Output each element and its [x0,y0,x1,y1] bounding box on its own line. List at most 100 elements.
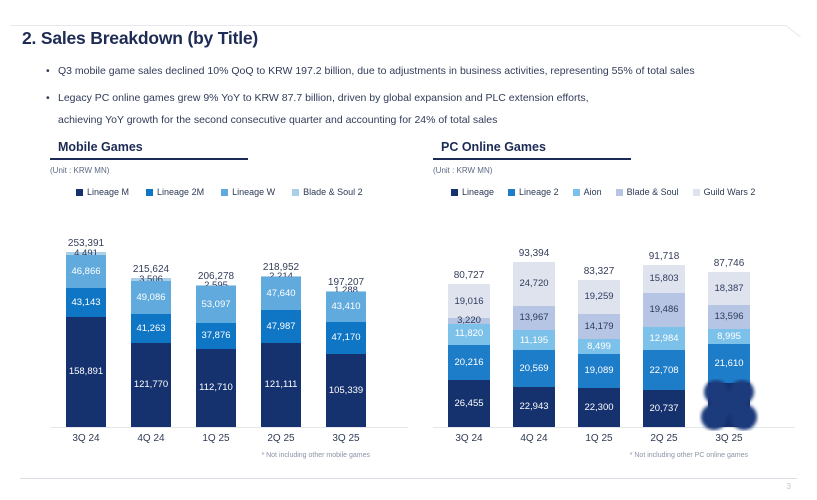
bar-segment-lineage-2: 21,610 [708,344,750,383]
bullet-item-1: Q3 mobile game sales declined 10% QoQ to… [46,60,791,83]
mobile-games-chart-section: Mobile Games (Unit : KRW MN) Lineage M Li… [50,140,422,459]
bar-segment-value: 12,984 [649,333,679,345]
bar-segment-value: 43,143 [71,296,101,308]
bar-segment-lineage-2m: 47,987 [261,310,301,344]
bar-segment-blade-soul: 13,596 [708,304,750,329]
bar-segment-aion: 12,984 [643,327,685,351]
mobile-unit-label: (Unit : KRW MN) [50,166,110,175]
bar-segment-blade-soul: 3,220 [448,315,490,327]
bar-segment-guild-wars-2: 19,016 [448,284,490,319]
bar-segment-lineage-2m: 43,143 [66,287,106,318]
bar-segment-value: 1,288 [334,286,358,296]
mobile-chart-title: Mobile Games [50,140,248,160]
bar-segment-lineage: 22,943 [513,386,555,427]
bar-segment-value: 41,263 [136,322,166,334]
bar-column-2q25: 91,718 15,803 19,486 12,984 22,708 20,737 2Q 2… [643,205,685,444]
legend-swatch [76,188,83,196]
x-axis-label: 1Q 25 [202,433,230,444]
bar-segment-blade-soul: 14,179 [578,313,620,339]
bar-segment-value: 18,387 [714,282,744,294]
bullet-line: Legacy PC online games grew 9% YoY to KR… [58,91,589,104]
bar-column-3q24: 80,727 19,016 3,220 11,820 20,216 26,455 3Q 24 [448,205,490,444]
bar-segment-value: 15,803 [649,273,679,285]
bar-segment-value: 121,770 [133,379,169,391]
page-title: 2. Sales Breakdown (by Title) [22,28,259,48]
bar-segment-lineage [701,380,757,430]
bar-total-label: 93,394 [518,248,550,260]
header-rule-diagonal [785,25,801,38]
mobile-footnote: * Not including other mobile games [261,452,370,459]
mobile-chart-area: 253,391 4,491 46,866 43,143 158,891 3Q 24 215,… [50,205,408,444]
bar-segment-lineage-m: 112,710 [196,349,236,427]
x-axis-label: 4Q 24 [137,433,165,444]
bar-segment-value: 22,708 [649,364,679,376]
bar-segment-value: 47,987 [266,321,296,333]
legend-label: Lineage 2 [519,187,559,197]
bar-total-label: 83,327 [583,265,615,277]
bar-segment-blade-soul-2: 1,288 [326,286,366,295]
bar-segment-value: 20,737 [649,402,679,414]
bar-column-3q25: 197,2071,288 43,410 47,170 105,339 3Q 25 [326,205,366,444]
bar-segment-value: 53,097 [201,298,231,310]
bar-segment-value: 2,214 [269,270,293,282]
bar-segment-value: 24,720 [519,278,549,290]
bar-total-label: 218,952 [262,261,300,273]
legend-item-aion: Aion [572,187,602,197]
bar-segment-value: 22,300 [584,401,614,413]
bar-total-label: 91,718 [648,251,680,263]
bar-segment-guild-wars-2: 15,803 [643,265,685,294]
bar-segment-value: 21,610 [714,357,744,369]
bar-segment-value: 11,195 [519,334,549,346]
bar-segment-value: 37,876 [201,330,231,342]
bar-segment-aion: 8,499 [578,338,620,354]
bar-segment-value: 8,499 [587,340,611,352]
bar-column-4q24: 215,624 3,506 49,086 41,263 121,770 4Q 24 [131,205,171,444]
bar-total-label: 206,278 [197,270,235,282]
bar-segment-value: 11,820 [454,328,484,340]
legend-item-lineage-m: Lineage M [76,187,129,197]
bar-segment-value: 47,640 [266,288,296,300]
legend-label: Lineage W [232,187,276,197]
bar-segment-value: 3,220 [457,315,481,327]
legend-label: Aion [583,187,602,197]
bar-segment-blade-soul-2: 3,506 [131,275,171,284]
bar-segment-value: 47,170 [331,332,361,344]
pc-footnote: * Not including other PC online games [629,452,748,459]
bar-column-1q25: 83,327 19,259 14,179 8,499 19,089 22,300 1Q 25 [578,205,620,444]
bar-segment-blade-soul-2: 2,595 [196,281,236,290]
x-axis-label: 2Q 25 [267,433,295,444]
x-axis-label: 1Q 25 [585,433,613,444]
bar-segment-aion: 8,995 [708,328,750,345]
pc-chart-title: PC Online Games [433,140,631,160]
bar-segment-lineage-2m: 41,263 [131,314,171,343]
bar-total-label: 87,746 [713,258,745,270]
legend-label: Blade & Soul [626,187,679,197]
legend-item-blade-soul-2: Blade & Soul 2 [292,187,363,197]
legend-swatch [292,188,300,196]
bar-segment-lineage-m: 105,339 [326,354,366,427]
bar-segment-value: 46,866 [71,265,101,277]
bar-segment-guild-wars-2: 18,387 [708,272,750,305]
redaction-smudge [701,380,757,430]
bar-segment-value: 4,491 [74,247,98,259]
pc-legend: Lineage Lineage 2 Aion Blade & Soul Guild Wa… [451,187,803,197]
legend-item-guild-wars-2: Guild Wars 2 [692,187,755,197]
legend-swatch [146,188,154,196]
bar-segment-lineage-m: 121,111 [261,343,301,427]
x-axis-label: 3Q 25 [332,433,360,444]
x-axis-label: 3Q 24 [72,433,100,444]
legend-item-lineage: Lineage [451,187,494,197]
bar-segment-lineage-w: 43,410 [326,291,366,322]
bar-segment-lineage: 22,300 [578,387,620,427]
bullet-list: Q3 mobile game sales declined 10% QoQ to… [46,60,791,136]
legend-label: Lineage M [87,187,130,197]
bar-segment-guild-wars-2: 19,259 [578,279,620,314]
bar-segment-value: 19,089 [584,365,614,377]
bar-segment-value: 26,455 [454,397,484,409]
bar-segment-value: 19,259 [584,291,614,303]
legend-swatch [692,188,700,196]
bar-segment-value: 43,410 [331,300,361,312]
bar-column-3q24: 253,391 4,491 46,866 43,143 158,891 3Q 24 [66,205,106,444]
legend-item-lineage-2m: Lineage 2M [146,187,204,197]
legend-item-blade-soul: Blade & Soul [615,187,679,197]
